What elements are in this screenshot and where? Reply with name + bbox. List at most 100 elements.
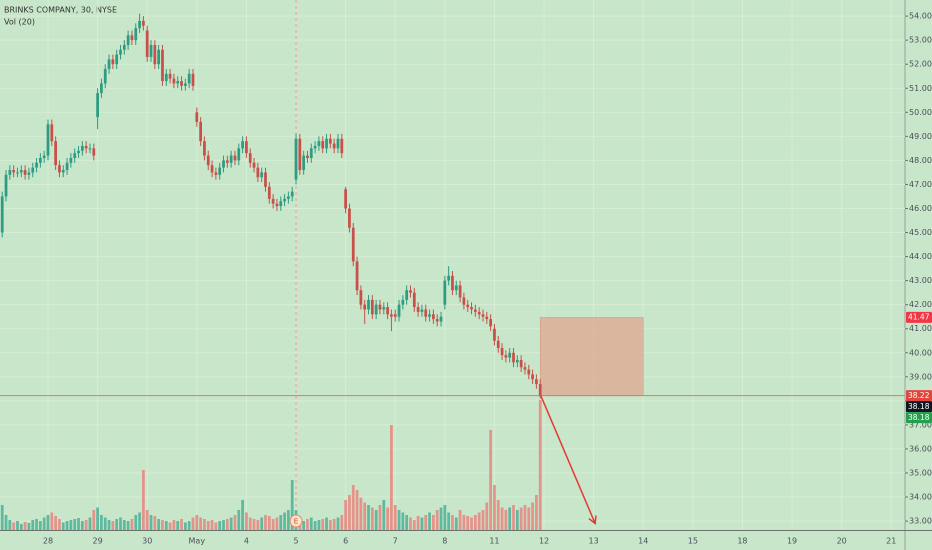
y-tick-label: 40.00 [909,348,932,357]
candle-body [138,20,141,29]
volume-bar [58,519,61,530]
candle-body [473,309,477,312]
candle-body [96,93,99,118]
candle-body [328,138,332,144]
candle-body [241,141,244,149]
candle-body [130,35,134,41]
volume-bar [252,519,256,530]
volume-bar [462,515,466,530]
candle-body [493,328,496,341]
volume-bar [199,517,203,530]
candle-body [248,153,252,163]
candle-body [115,54,119,65]
volume-bar [46,515,50,530]
candle-body [420,309,424,312]
candle-body [424,309,428,317]
candle-body [287,196,290,199]
volume-bar [241,500,244,530]
volume-bar [317,520,321,530]
candle-body [168,73,172,79]
candle-body [405,290,409,300]
candle-body [35,162,38,168]
volume-bar [500,507,504,530]
volume-bar [451,515,454,530]
candle-body [222,160,225,168]
candle-body [19,170,23,173]
arrow-head [588,515,597,525]
x-tick-label: 4 [244,537,249,546]
candle-body [317,141,321,146]
arrow [540,395,596,524]
y-tick-label: 33.00 [909,517,932,526]
volume-bar [73,519,77,530]
candle-body [531,374,534,380]
candle-body [439,316,443,322]
volume-bar [130,519,134,530]
volume-bar [27,523,31,530]
candle-body [443,280,447,305]
x-tick-label: 8 [442,537,447,546]
x-tick-label: 12 [539,537,549,546]
candle-body [126,35,130,45]
candle-body [46,124,50,156]
candle-body [4,174,8,197]
candle-body [161,49,164,82]
volume-bar [359,497,363,530]
x-tick-label: 11 [489,537,499,546]
volume-bar [443,505,447,530]
candle-body [397,304,401,317]
candle-body [16,172,19,174]
x-tick-label: 14 [638,537,648,546]
x-tick-label: 21 [886,537,896,546]
volume-bar [290,480,294,530]
candle-body [142,20,145,26]
candle-body [409,290,412,293]
volume-bar [96,507,99,530]
volume-bar [153,516,157,530]
volume-bar [237,510,241,530]
y-tick-label: 48.00 [909,156,932,165]
price-tag [906,390,932,402]
candle-body [351,227,355,262]
candle-body [164,73,168,82]
volume-bar [145,510,149,530]
x-tick-label: 19 [787,537,797,546]
candle-body [500,347,504,356]
x-tick-label: 20 [837,537,847,546]
candle-body [12,170,16,173]
candle-body [374,304,378,315]
candle-body [519,359,523,368]
volume-bar [126,521,130,530]
volume-bar [489,430,492,530]
candle-body [54,141,58,166]
price-tag [906,401,932,413]
x-tick-label: 30 [142,537,152,546]
price-tag-label: 38.18 [908,413,930,422]
y-tick-label: 50.00 [909,108,932,117]
candle-body [348,208,351,228]
candle-body [77,150,80,154]
indicator-label: Vol (20) [4,18,35,27]
candle-body [489,319,492,327]
volume-bar [103,517,107,530]
candle-body [183,83,187,86]
volume-bar [233,515,237,530]
volume-bar [523,505,527,530]
price-tag-label: 41.47 [908,313,930,322]
candle-body [538,384,542,396]
candle-body [367,299,370,310]
candle-body [38,157,42,163]
candle-body [363,304,367,310]
y-tick-label: 34.00 [909,493,932,502]
volume-bar [61,522,65,530]
volume-bar [405,515,409,530]
candle-body [412,292,416,308]
candle-body [321,141,325,149]
volume-bar [187,521,191,530]
volume-bar [382,500,386,530]
volume-bar [302,521,306,530]
candle-body [153,44,157,65]
candle-body [294,138,298,180]
candle-body [332,143,336,149]
